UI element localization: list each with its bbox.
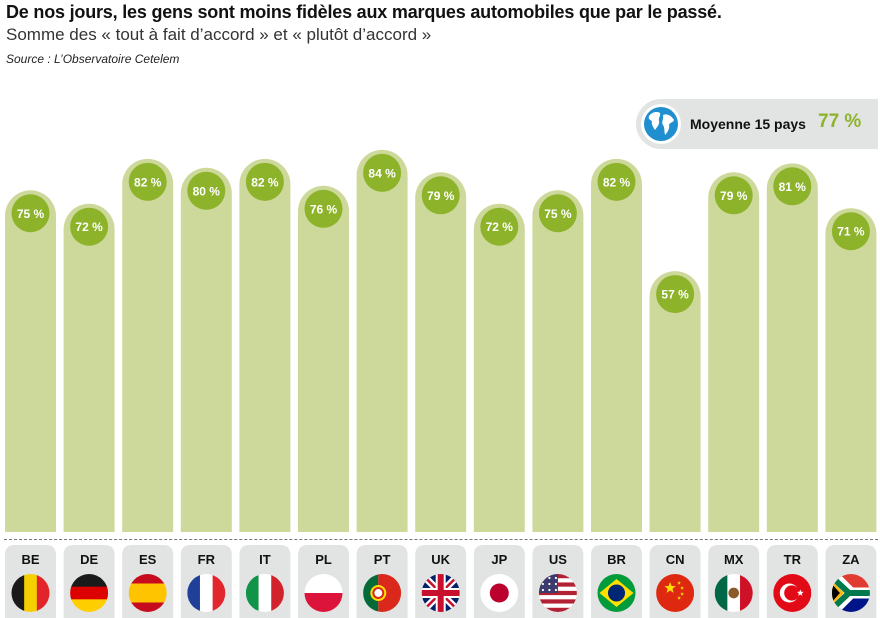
average-value: 77 % [818, 111, 862, 132]
value-label: 71 % [837, 225, 865, 239]
value-bubble [363, 153, 402, 192]
value-bubble [773, 167, 812, 206]
value-label: 84 % [368, 166, 396, 180]
value-bubble [538, 194, 577, 233]
value-bubble [714, 176, 753, 215]
value-label: 72 % [75, 220, 103, 234]
flag-belgium-icon [11, 574, 50, 612]
bar-cn [649, 271, 701, 532]
bar-be [5, 190, 56, 533]
category-label: US [549, 552, 567, 567]
category-label: PL [315, 552, 332, 567]
value-label: 82 % [603, 175, 631, 189]
value-label: 72 % [486, 220, 514, 234]
flag-france-icon [187, 574, 226, 612]
category-label: PT [374, 552, 391, 567]
value-label: 76 % [310, 202, 338, 216]
bar-za [825, 208, 877, 532]
category-label: FR [198, 552, 216, 567]
value-bubble [128, 162, 167, 201]
average-box: Moyenne 15 pays 77 % [636, 99, 878, 149]
bar-uk [415, 172, 467, 532]
chart-title: De nos jours, les gens sont moins fidèle… [6, 2, 722, 22]
flag-poland-icon [304, 574, 343, 612]
flag-uk-icon [421, 574, 460, 612]
bar-de [63, 203, 115, 532]
value-bubble [245, 162, 284, 201]
category-label: ZA [842, 552, 860, 567]
bar-pl [298, 185, 349, 532]
value-label: 81 % [779, 180, 807, 194]
value-label: 75 % [544, 207, 572, 221]
bar-us [532, 190, 584, 533]
flag-turkey-icon [773, 574, 812, 612]
value-bubble [656, 275, 695, 314]
category-label: CN [666, 552, 685, 567]
value-label: 57 % [661, 288, 689, 302]
value-bubble [70, 207, 109, 246]
chart-source: Source : L’Observatoire Cetelem [6, 52, 180, 66]
value-label: 82 % [134, 175, 162, 189]
flag-japan-icon [480, 574, 519, 612]
bar-br [591, 158, 642, 532]
flag-germany-icon [70, 574, 109, 612]
flag-brazil-icon [597, 574, 636, 612]
category-label: DE [80, 552, 98, 567]
value-label: 79 % [720, 189, 748, 203]
value-bubble [831, 212, 870, 251]
bar-mx [708, 172, 760, 532]
category-label: JP [491, 552, 507, 567]
flag-mexico-icon [714, 574, 753, 612]
value-label: 80 % [193, 184, 221, 198]
value-label: 79 % [427, 189, 455, 203]
value-bubble [304, 189, 343, 228]
flag-italy-icon [245, 574, 284, 612]
flag-spain-icon [128, 574, 167, 612]
category-label: BE [21, 552, 39, 567]
category-label: IT [259, 552, 271, 567]
value-bubble [11, 194, 50, 233]
category-label: TR [784, 552, 802, 567]
bar-pt [356, 149, 408, 532]
value-bubble [421, 176, 460, 215]
bar-it [239, 158, 291, 532]
category-label: ES [139, 552, 157, 567]
bar-jp [473, 203, 525, 532]
value-bubble [187, 171, 226, 210]
value-label: 82 % [251, 175, 279, 189]
category-label: BR [607, 552, 626, 567]
bar-tr [766, 163, 818, 532]
value-label: 75 % [17, 207, 45, 221]
flag-portugal-icon [363, 574, 402, 612]
globe-icon [641, 104, 681, 144]
value-bubble [480, 207, 519, 246]
chart-subtitle: Somme des « tout à fait d’accord » et « … [6, 25, 432, 44]
flag-south-africa-icon [831, 574, 870, 612]
flag-china-icon [656, 574, 695, 612]
bar-fr [180, 167, 232, 533]
axis-divider [4, 539, 878, 540]
category-label: UK [431, 552, 450, 567]
average-label: Moyenne 15 pays [690, 116, 806, 132]
bar-es [122, 158, 174, 532]
category-label: MX [724, 552, 744, 567]
value-bubble [597, 162, 636, 201]
